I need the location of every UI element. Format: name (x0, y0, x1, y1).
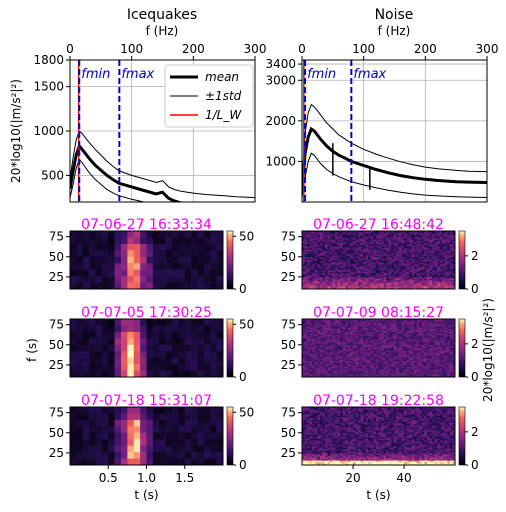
noise-title: Noise (375, 7, 414, 23)
colorbar-tick-label: 2 (471, 337, 479, 351)
y-tick-label: 1000 (265, 154, 296, 168)
y-tick-label: 500 (41, 168, 64, 182)
legend-inv-lw: 1/L_W (205, 108, 242, 122)
colorbar (459, 231, 465, 289)
y-tick-label: 1800 (33, 53, 64, 67)
y-tick-label: 25 (49, 270, 64, 284)
colorbar-tick-label: 50 (239, 317, 254, 331)
noise-std-upper-line (302, 105, 487, 182)
y-tick-label: 75 (49, 230, 64, 244)
x-tick-label: 300 (476, 42, 499, 56)
noise-fmax-label: fmax (353, 67, 386, 82)
colorbar-tick-label: 50 (239, 405, 254, 419)
y-tick-label: 25 (281, 446, 296, 460)
colorbar (227, 407, 233, 465)
spectrogram-image (302, 231, 455, 289)
icequakes-std-upper-line (70, 131, 255, 198)
spectrogram-image (70, 407, 223, 465)
colorbar-tick-label: 50 (239, 229, 254, 243)
y-tick-label: 75 (49, 406, 64, 420)
y-tick-label: 3400 (265, 57, 296, 71)
legend: mean ±1std 1/L_W (165, 65, 253, 127)
noise-fmin-label: fmin (307, 67, 336, 82)
noise-mean-line (302, 129, 487, 190)
colorbar-tick-label: 0 (239, 458, 247, 472)
y-tick-label: 25 (49, 358, 64, 372)
colorbar-tick-label: 0 (471, 282, 479, 296)
x-tick-label: 100 (120, 42, 143, 56)
icequakes-spectrum-panel: Icequakes f (Hz) 0 100 200 300 500 1000 1500 18… (33, 7, 266, 217)
y-tick-label: 3000 (265, 73, 296, 87)
legend-mean: mean (205, 70, 239, 84)
colorbar (459, 407, 465, 465)
spectrogram-xlabel: t (s) (134, 488, 158, 502)
spectrogram-image (302, 319, 455, 377)
x-tick-label: 200 (414, 42, 437, 56)
y-tick-label: 75 (281, 318, 296, 332)
spectrogram-ylabel: f (s) (25, 338, 39, 362)
y-tick-label: 75 (49, 318, 64, 332)
colorbar (227, 231, 233, 289)
y-tick-label: 1000 (33, 124, 64, 138)
y-tick-label: 75 (281, 230, 296, 244)
y-tick-label: 50 (281, 426, 296, 440)
y-tick-label: 50 (49, 250, 64, 264)
icequakes-xlabel: f (Hz) (146, 24, 179, 38)
y-tick-label: 25 (281, 270, 296, 284)
colorbar-tick-label: 0 (471, 370, 479, 384)
x-tick-label: 0 (298, 42, 306, 56)
x-tick-label: 0 (66, 42, 74, 56)
colorbar-tick-label: 2 (471, 425, 479, 439)
colorbar (459, 319, 465, 377)
legend-std: ±1std (205, 89, 242, 103)
y-tick-label: 75 (281, 406, 296, 420)
noise-xlabel: f (Hz) (378, 24, 411, 38)
colorbar-label: 20*log10(|m/s²|²) (481, 298, 495, 402)
colorbar-tick-label: 2 (471, 249, 479, 263)
y-tick-label: 50 (49, 338, 64, 352)
colorbar (227, 319, 233, 377)
colorbar-tick-label: 0 (471, 458, 479, 472)
y-tick-label: 50 (49, 426, 64, 440)
noise-ticks: 0 100 200 300 1000 2000 3000 3400 (265, 42, 498, 168)
colorbar-tick-label: 0 (239, 370, 247, 384)
colorbar-tick-label: 0 (239, 282, 247, 296)
x-tick-label: 100 (352, 42, 375, 56)
y-tick-label: 25 (49, 446, 64, 460)
y-tick-label: 2000 (265, 114, 296, 128)
x-tick-label: 200 (182, 42, 205, 56)
spectrogram-image (70, 231, 223, 289)
icequakes-title: Icequakes (127, 7, 197, 23)
spectrogram-image (70, 319, 223, 377)
x-tick-label: 0.5 (99, 471, 118, 485)
y-tick-label: 50 (281, 250, 296, 264)
x-tick-label: 300 (244, 42, 267, 56)
top-ylabel: 20*log10(|m/s²|²) (9, 79, 23, 183)
y-tick-label: 25 (281, 358, 296, 372)
spectrogram-image (302, 407, 455, 465)
icequakes-fmax-label: fmax (121, 67, 154, 82)
x-tick-label: 40 (396, 471, 411, 485)
x-tick-label: 1.5 (175, 471, 194, 485)
icequakes-fmin-label: fmin (81, 67, 110, 82)
spectrogram-xlabel: t (s) (366, 488, 390, 502)
x-tick-label: 20 (345, 471, 360, 485)
x-tick-label: 1.0 (137, 471, 156, 485)
icequakes-mean-line (70, 146, 255, 209)
y-tick-label: 1500 (33, 80, 64, 94)
y-tick-label: 50 (281, 338, 296, 352)
